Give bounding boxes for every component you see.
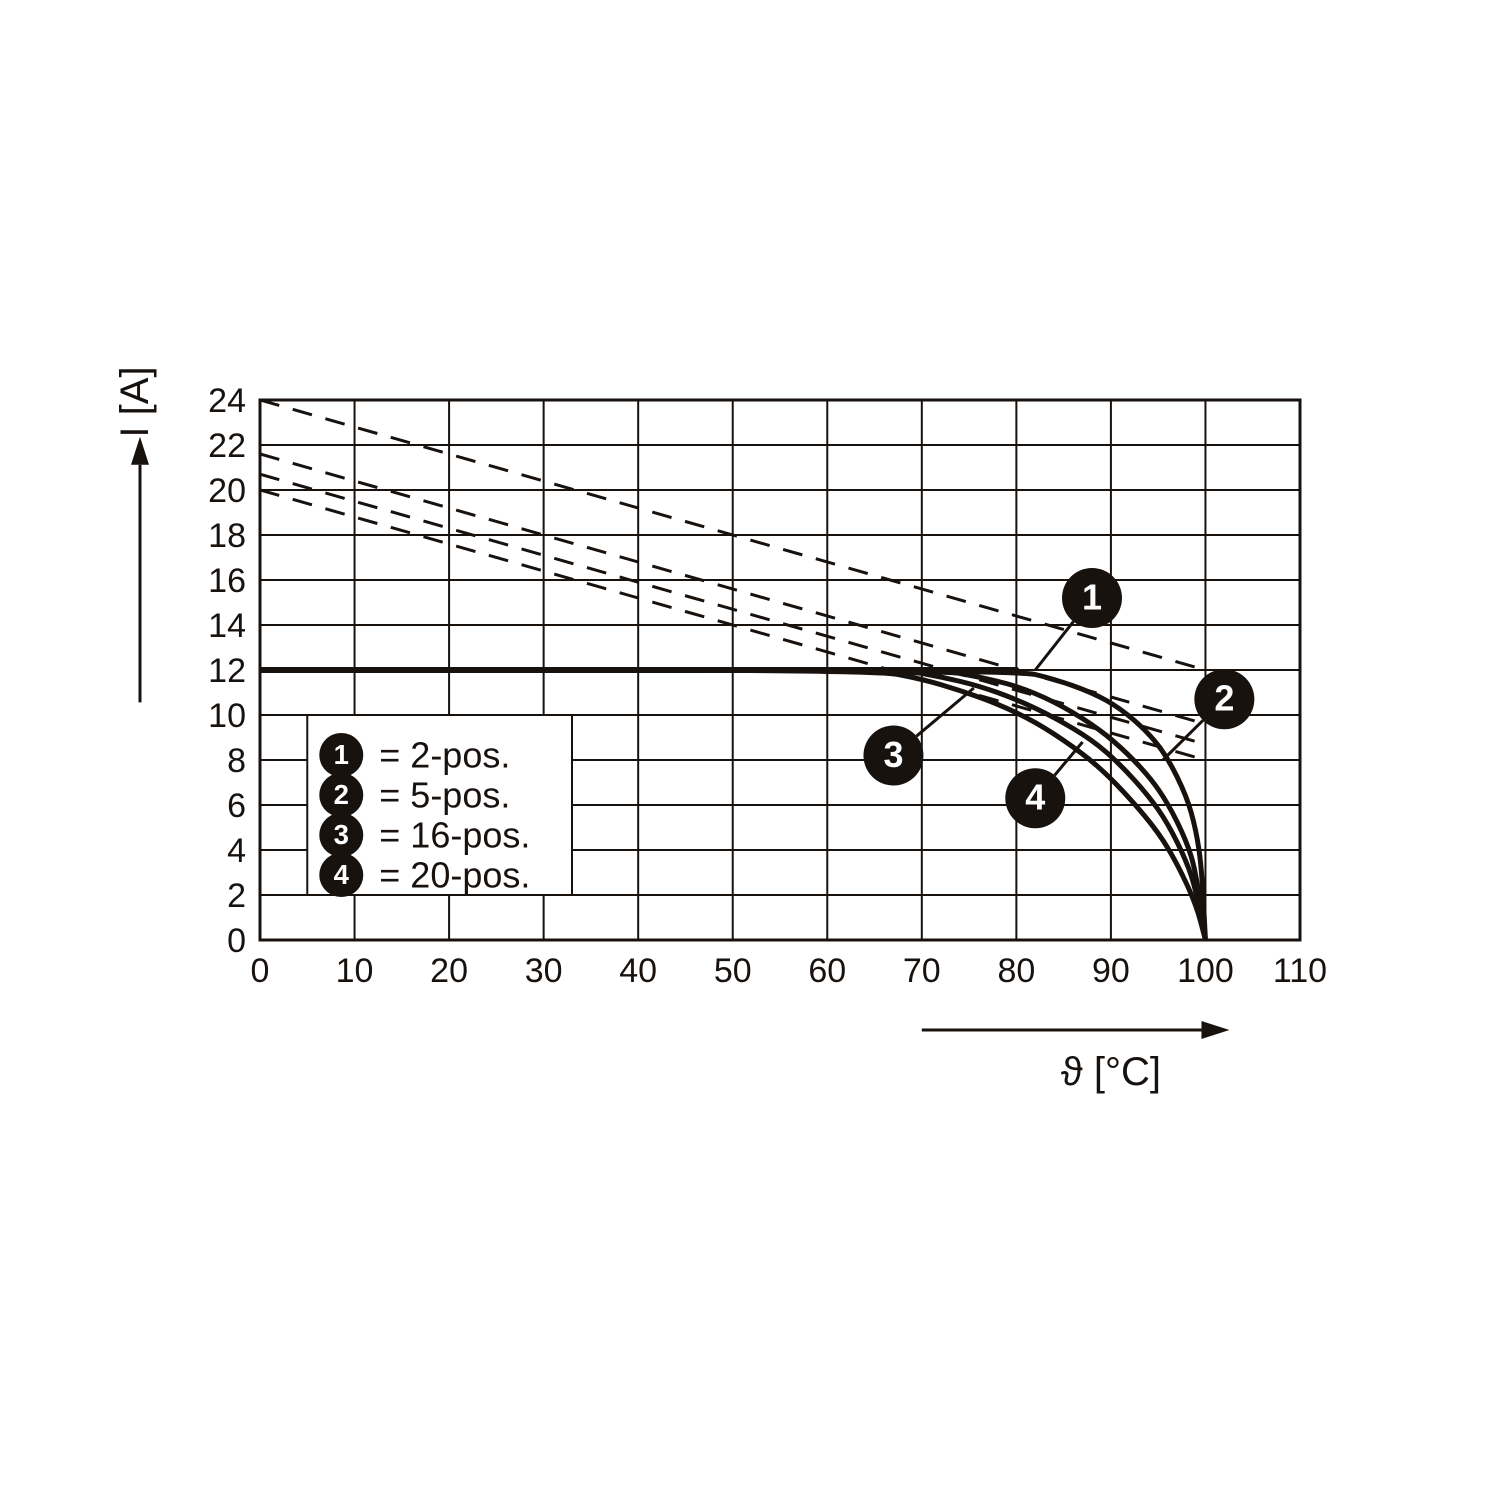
y-tick-label: 22 <box>208 427 246 465</box>
x-axis-title: ϑ [°C] <box>1061 1050 1161 1094</box>
y-tick-label: 16 <box>208 562 246 600</box>
x-tick-label: 30 <box>525 952 563 990</box>
y-tick-label: 4 <box>227 832 246 870</box>
x-tick-label: 0 <box>251 952 270 990</box>
badge-3-label: 3 <box>883 734 903 775</box>
x-tick-label: 70 <box>903 952 941 990</box>
y-tick-label: 0 <box>227 922 246 960</box>
x-tick-label: 80 <box>997 952 1035 990</box>
x-tick-label: 10 <box>336 952 374 990</box>
x-tick-label: 20 <box>430 952 468 990</box>
legend-badge-4-label: 4 <box>334 859 350 890</box>
y-axis-title: I [A] <box>113 366 157 437</box>
y-tick-label: 2 <box>227 877 246 915</box>
legend-text-4: = 20-pos. <box>379 855 530 896</box>
legend-badge-2-label: 2 <box>334 779 349 810</box>
legend-badge-1-label: 1 <box>334 739 349 770</box>
legend-badge-3-label: 3 <box>334 819 349 850</box>
x-tick-label: 90 <box>1092 952 1130 990</box>
y-tick-label: 14 <box>208 607 246 645</box>
x-tick-label: 110 <box>1273 952 1327 990</box>
y-tick-label: 12 <box>208 652 246 690</box>
legend-text-3: = 16-pos. <box>379 815 530 856</box>
legend-text-1: = 2-pos. <box>379 735 510 776</box>
x-tick-label: 50 <box>714 952 752 990</box>
y-tick-label: 18 <box>208 517 246 555</box>
x-tick-label: 40 <box>619 952 657 990</box>
y-tick-label: 6 <box>227 787 246 825</box>
badge-2-label: 2 <box>1214 678 1234 719</box>
x-tick-label: 60 <box>808 952 846 990</box>
badge-4-label: 4 <box>1025 777 1045 818</box>
y-tick-label: 8 <box>227 742 246 780</box>
y-tick-label: 24 <box>208 382 246 420</box>
y-tick-label: 20 <box>208 472 246 510</box>
legend-text-2: = 5-pos. <box>379 775 510 816</box>
x-tick-label: 100 <box>1177 952 1234 990</box>
y-tick-label: 10 <box>208 697 246 735</box>
badge-1-label: 1 <box>1082 576 1102 617</box>
derating-chart: 1234010203040506070809010011002468101214… <box>0 0 1500 1500</box>
